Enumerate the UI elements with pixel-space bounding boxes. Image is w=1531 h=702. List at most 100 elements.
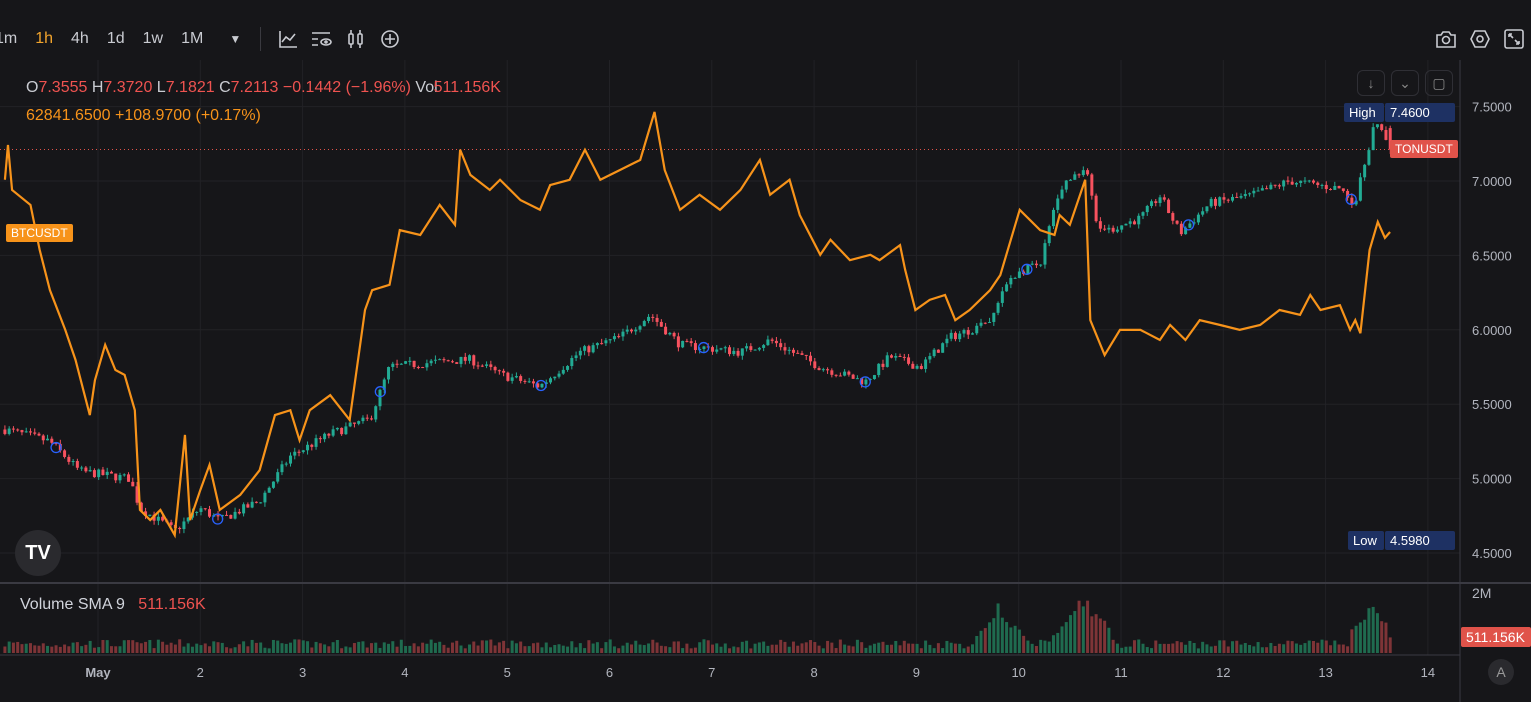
- volume-bar: [1320, 639, 1324, 653]
- candle-body: [288, 455, 292, 464]
- volume-bar: [7, 641, 11, 653]
- volume-bar: [1218, 640, 1222, 653]
- volume-bar: [58, 646, 62, 653]
- candle-body: [740, 348, 744, 356]
- volume-bar: [1290, 641, 1294, 653]
- volume-bar: [259, 642, 263, 653]
- candle-body: [668, 332, 672, 335]
- volume-bar: [872, 643, 876, 653]
- volume-bar: [1094, 614, 1098, 653]
- volume-bar: [962, 648, 966, 653]
- candle-body: [463, 356, 467, 361]
- volume-bar: [766, 645, 770, 653]
- collapse-icon[interactable]: ⌄: [1391, 70, 1419, 96]
- volume-bar: [169, 642, 173, 653]
- candle-body: [208, 509, 212, 517]
- volume-bar: [459, 645, 463, 653]
- fullscreen-icon[interactable]: [1497, 24, 1531, 54]
- close-label: C: [219, 79, 231, 96]
- volume-bar: [702, 639, 706, 653]
- compare-legend[interactable]: 62841.6500 +108.9700 (+0.17%): [26, 107, 261, 124]
- low-value: 7.1821: [165, 79, 215, 96]
- candle-body: [399, 363, 403, 365]
- volume-bar: [497, 642, 501, 653]
- volume-bar: [352, 643, 356, 653]
- volume-bar: [75, 642, 79, 653]
- camera-icon[interactable]: [1429, 24, 1463, 54]
- event-marker-icon: [212, 513, 224, 525]
- timeframe-1w[interactable]: 1w: [142, 30, 164, 47]
- display-settings-icon[interactable]: [305, 24, 339, 54]
- candle-body: [1124, 223, 1128, 226]
- volume-bar: [97, 647, 101, 653]
- volume-bar: [173, 644, 177, 653]
- candle-body: [1252, 190, 1256, 194]
- candle-body: [433, 359, 437, 361]
- timeframe-4h[interactable]: 4h: [71, 30, 89, 47]
- candle-body: [63, 450, 67, 457]
- candle-body: [1316, 182, 1320, 186]
- candle-body: [220, 514, 224, 517]
- candle-body: [497, 370, 501, 372]
- volume-bar: [1256, 642, 1260, 653]
- add-compare-icon[interactable]: [373, 24, 407, 54]
- candle-body: [105, 471, 109, 476]
- candle-body: [638, 326, 642, 330]
- timeframe-1M[interactable]: 1M: [181, 30, 204, 47]
- candle-body: [416, 367, 420, 369]
- volume-bar: [1090, 616, 1094, 653]
- candle-body: [1090, 174, 1094, 196]
- volume-bar: [668, 647, 672, 653]
- arrow-down-icon[interactable]: ↓: [1357, 70, 1385, 96]
- volume-bar: [728, 648, 732, 653]
- candle-body: [127, 474, 131, 482]
- candle-body: [966, 330, 970, 335]
- volume-bar: [719, 646, 723, 653]
- indicators-icon[interactable]: [271, 24, 305, 54]
- volume-bar: [791, 641, 795, 653]
- candle-body: [84, 467, 88, 472]
- price-tick-label: 4.5000: [1472, 546, 1512, 561]
- candle-body: [109, 471, 113, 474]
- volume-bar: [1269, 642, 1273, 653]
- auto-scale-button[interactable]: A: [1488, 659, 1514, 685]
- timeframe-1m[interactable]: 1m: [0, 30, 18, 47]
- volume-bar: [429, 639, 433, 653]
- volume-bar: [851, 646, 855, 653]
- candle-body: [890, 355, 894, 358]
- candle-body: [553, 376, 557, 379]
- candle-body: [1145, 205, 1149, 213]
- timeframe-1h[interactable]: 1h: [35, 30, 54, 47]
- high-tag-label: High: [1344, 103, 1384, 122]
- candles-icon[interactable]: [339, 24, 373, 54]
- time-tick-label: 4: [401, 665, 408, 680]
- volume-bar: [1184, 644, 1188, 653]
- candle-body: [1184, 227, 1188, 235]
- candle-body: [715, 349, 719, 352]
- volume-bar: [421, 642, 425, 653]
- volume-bar: [514, 643, 518, 653]
- volume-bar: [1022, 635, 1026, 653]
- candle-body: [570, 358, 574, 367]
- candle-body: [676, 336, 680, 348]
- candle-body: [233, 511, 237, 519]
- candle-body: [446, 360, 450, 362]
- candle-body: [949, 332, 953, 339]
- volume-bar: [527, 646, 531, 653]
- maximize-pane-icon[interactable]: ▢: [1425, 70, 1453, 96]
- candle-body: [476, 365, 480, 367]
- tradingview-logo[interactable]: TV: [15, 530, 61, 576]
- volume-bar: [753, 643, 757, 653]
- timeframe-dropdown[interactable]: ▼: [229, 32, 242, 46]
- volume-bar: [178, 639, 182, 653]
- volume-bar: [634, 640, 638, 653]
- timeframe-1d[interactable]: 1d: [106, 30, 125, 47]
- candle-body: [340, 427, 344, 435]
- volume-bar: [433, 642, 437, 653]
- volume-axis-tick: 2M: [1472, 585, 1492, 601]
- settings-icon[interactable]: [1463, 24, 1497, 54]
- candle-body: [297, 451, 301, 453]
- candle-body: [1064, 180, 1068, 190]
- candle-body: [796, 352, 800, 354]
